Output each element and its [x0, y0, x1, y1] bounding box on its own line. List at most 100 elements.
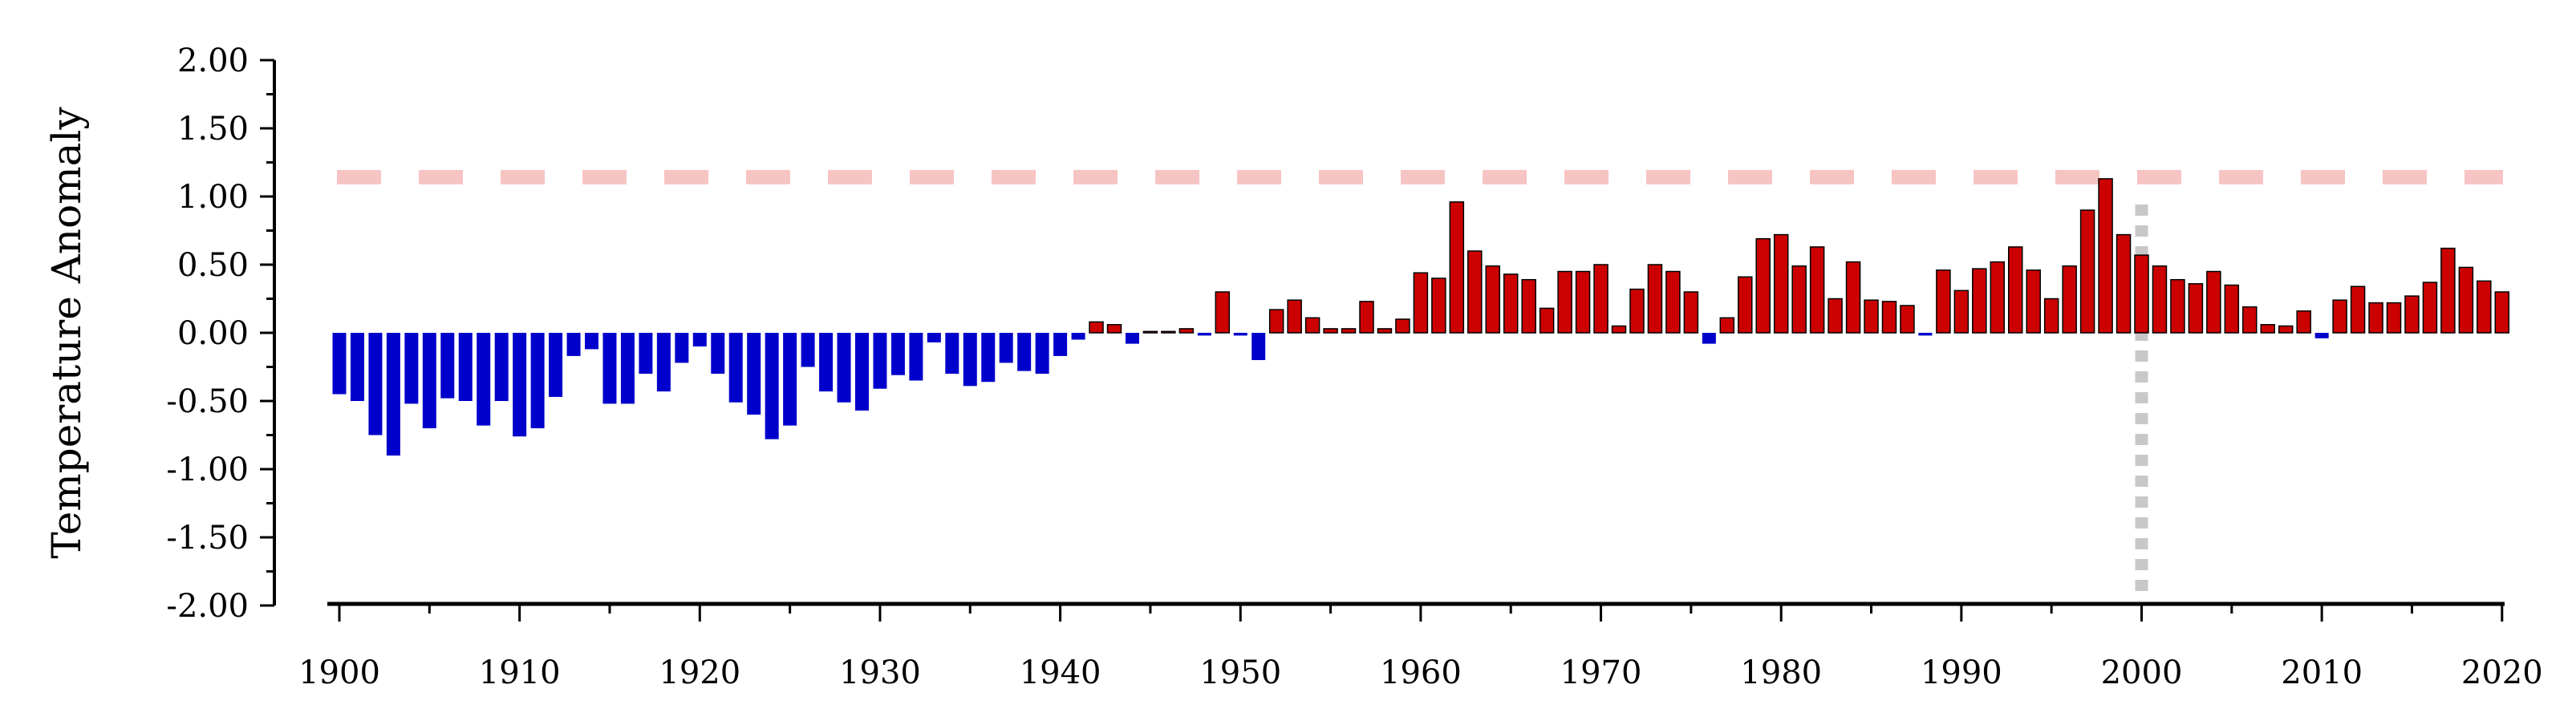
bar-1904 — [404, 333, 419, 404]
bar-1917 — [639, 333, 653, 374]
y-tick-label: 0.50 — [177, 247, 249, 284]
x-tick-label: 1920 — [659, 654, 740, 691]
bar-1953 — [1287, 299, 1302, 334]
bar-1937 — [999, 333, 1013, 363]
bar-1933 — [927, 333, 941, 342]
bar-1983 — [1828, 298, 1843, 334]
bar-1966 — [1521, 278, 1536, 334]
y-tick-label: -1.50 — [166, 520, 249, 557]
bar-2002 — [2170, 278, 2185, 334]
bar-2009 — [2296, 310, 2311, 334]
bar-1974 — [1665, 270, 1681, 334]
bar-1968 — [1557, 270, 1572, 334]
bar-1940 — [1053, 333, 1068, 356]
bar-2012 — [2350, 286, 2366, 334]
bar-1987 — [1900, 305, 1915, 334]
y-tick-label: -2.00 — [166, 588, 249, 625]
bar-1961 — [1431, 277, 1446, 334]
bar-2007 — [2260, 324, 2276, 334]
bar-1956 — [1341, 328, 1357, 334]
bar-1929 — [854, 333, 869, 411]
bar-1915 — [602, 333, 617, 404]
x-tick-label: 1930 — [839, 654, 921, 691]
bar-1908 — [477, 333, 491, 426]
bar-2003 — [2188, 283, 2204, 334]
bar-1939 — [1035, 333, 1049, 374]
bar-1934 — [945, 333, 959, 374]
bar-1970 — [1593, 264, 1608, 334]
x-tick-label: 1950 — [1199, 654, 1281, 691]
bar-1992 — [1990, 261, 2006, 334]
bar-1922 — [728, 333, 743, 403]
bar-2001 — [2152, 265, 2168, 334]
bar-1907 — [458, 333, 473, 401]
bar-1935 — [963, 333, 977, 387]
bar-1977 — [1719, 317, 1735, 334]
bar-1971 — [1611, 325, 1627, 334]
bar-1920 — [692, 333, 707, 346]
bar-1979 — [1755, 237, 1771, 334]
bar-1947 — [1178, 328, 1195, 334]
bar-2016 — [2422, 281, 2438, 334]
bar-1924 — [765, 333, 779, 439]
bar-2019 — [2477, 280, 2492, 334]
bar-2013 — [2368, 302, 2383, 334]
bar-1928 — [837, 333, 851, 403]
bar-1964 — [1485, 265, 1501, 334]
bar-2011 — [2332, 299, 2347, 334]
bar-1984 — [1845, 261, 1861, 334]
bar-1965 — [1503, 273, 1519, 334]
y-axis-ticks: 2.00 1.50 1.00 0.50 0.00 -0.50 -1.00 -1.50 -2.00 — [166, 43, 274, 625]
bar-1998 — [2098, 178, 2113, 334]
bar-1999 — [2116, 233, 2132, 334]
bar-1901 — [350, 333, 364, 401]
bar-1959 — [1395, 318, 1410, 334]
bar-1982 — [1809, 246, 1825, 334]
bar-1931 — [890, 333, 905, 375]
bar-2014 — [2386, 302, 2402, 334]
bar-1946 — [1161, 330, 1176, 334]
bar-1993 — [2007, 246, 2023, 334]
x-tick-label: 1900 — [298, 654, 380, 691]
y-tick-label: -0.50 — [166, 383, 249, 420]
bar-2006 — [2242, 306, 2258, 334]
bar-1923 — [747, 333, 761, 415]
bar-1903 — [386, 333, 400, 456]
bar-1957 — [1359, 301, 1374, 334]
bar-1926 — [801, 333, 815, 367]
bar-1963 — [1467, 250, 1483, 334]
bar-1945 — [1142, 330, 1158, 334]
bar-1921 — [711, 333, 725, 374]
y-tick-label: 2.00 — [177, 43, 249, 79]
x-tick-label: 2020 — [2461, 654, 2543, 691]
x-tick-label: 2010 — [2281, 654, 2363, 691]
bar-1927 — [819, 333, 834, 392]
bar-1985 — [1864, 299, 1879, 334]
bar-1960 — [1413, 272, 1429, 334]
bar-1906 — [440, 333, 455, 399]
x-tick-label: 1910 — [479, 654, 561, 691]
bar-1996 — [2062, 265, 2077, 334]
bar-1962 — [1449, 201, 1465, 334]
bar-1995 — [2043, 298, 2059, 334]
bar-1909 — [494, 333, 509, 401]
bar-2008 — [2278, 325, 2294, 334]
bar-1989 — [1936, 269, 1951, 334]
x-tick-label: 1990 — [1921, 654, 2002, 691]
bar-1944 — [1125, 333, 1139, 344]
bar-2020 — [2494, 291, 2510, 334]
bar-1976 — [1702, 333, 1716, 344]
bar-2017 — [2440, 247, 2456, 334]
bar-1991 — [1972, 268, 1987, 334]
bar-2010 — [2314, 333, 2329, 338]
bar-1905 — [422, 333, 436, 428]
bar-1958 — [1377, 328, 1393, 334]
bar-1990 — [1953, 290, 1970, 334]
y-tick-label: 1.00 — [177, 179, 249, 216]
x-tick-label: 1980 — [1740, 654, 1822, 691]
bar-1916 — [620, 333, 635, 404]
bar-1950 — [1233, 333, 1247, 336]
bar-1969 — [1575, 270, 1591, 334]
bar-1949 — [1215, 291, 1231, 334]
